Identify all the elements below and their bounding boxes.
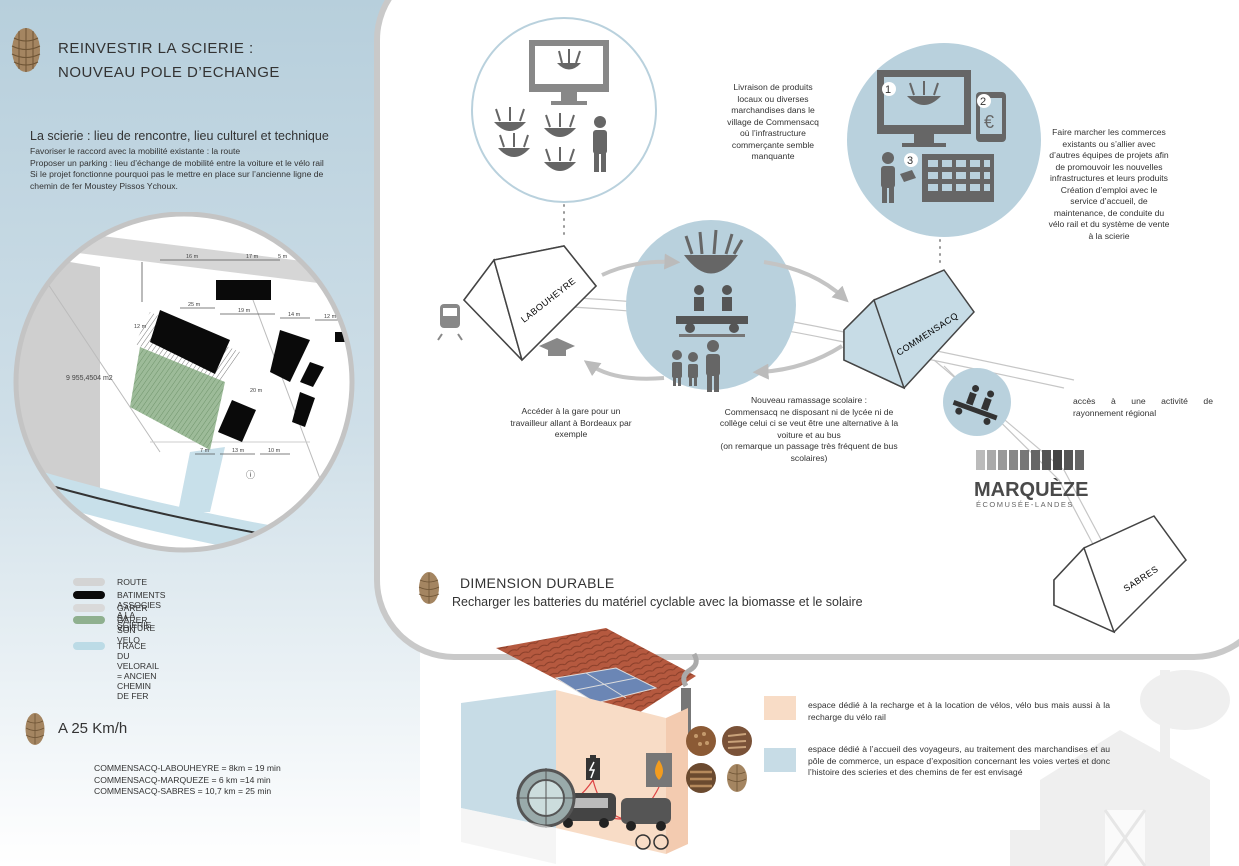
intro-heading: La scierie : lieu de rencontre, lieu cul… (30, 129, 329, 143)
legend-swatch-car (73, 604, 105, 612)
plan-dim: 16 m (186, 254, 199, 260)
speed-title: A 25 Km/h (58, 720, 128, 737)
graduation-cap-icon (539, 338, 575, 356)
durable-subtitle: Recharger les batteries du matériel cycl… (452, 595, 863, 609)
legend-label: GARER SA VOITURE (117, 603, 156, 633)
legend-swatch-track (73, 642, 105, 650)
building-illustration (461, 628, 699, 864)
school-children-icon (672, 340, 720, 392)
intro-line: Favoriser le raccord avec la mobilité ex… (30, 146, 241, 156)
commerce-text: Faire marcher les commerces existants ou… (1048, 127, 1170, 241)
plan-dim: 14 m (288, 312, 301, 318)
intro-line: chemin de fer Moustey Pissos Ychoux. (30, 180, 178, 191)
network-diagram: € 1 2 3 (437, 17, 1187, 634)
durable-legend-accueil: espace dédié à l’accueil des voyageurs, … (808, 744, 1110, 777)
person-icon (881, 152, 916, 203)
header-title-line1: REINVESTIR LA SCIERIE : (58, 40, 254, 57)
barn-silhouette-icon (1010, 670, 1230, 866)
plan-dim: 5 m (278, 254, 288, 260)
legend-label: ROUTE (117, 577, 148, 587)
speed-lines: COMMENSACQ-LABOUHEYRE = 8km = 19 min COM… (94, 763, 281, 798)
marqueze-logo: MARQUÈZE ÉCOMUSÉE-LANDES (974, 450, 1088, 509)
regional-text: accès à une activité de rayonnement régi… (1073, 396, 1213, 418)
velorail-icon (676, 285, 748, 337)
intro-text: Favoriser le raccord avec la mobilité ex… (30, 146, 360, 192)
svg-text:2: 2 (980, 96, 986, 108)
svg-text:3: 3 (907, 155, 913, 167)
marqueze-subtitle: ÉCOMUSÉE-LANDES (976, 500, 1074, 509)
plan-dim: 13 m (232, 448, 245, 454)
pinecone-icon (11, 28, 41, 72)
train-icon (437, 304, 463, 341)
speed-line: COMMENSACQ-MARQUEZE = 6 km =14 min (94, 774, 271, 785)
site-plan: 9 955,4504 m2 16 m 17 m 5 m 25 m 19 m 14… (13, 212, 355, 553)
pinecone-icon (25, 713, 45, 745)
plan-dim: 20 m (250, 388, 263, 394)
intro-line: Proposer un parking : lieu d’échange de … (30, 157, 324, 168)
plan-dim: 19 m (238, 308, 251, 314)
biomass-icons (686, 726, 752, 793)
speed-line: COMMENSACQ-SABRES = 10,7 km = 25 min (94, 786, 272, 796)
legend-label: TRACE DU VELORAIL = ANCIEN CHEMIN DE FER (117, 641, 159, 701)
house-sabres: SABRES (1053, 515, 1187, 634)
velorail-icon (952, 385, 998, 425)
plan-dim: 25 m (188, 302, 201, 308)
monitor-icon (529, 40, 609, 105)
plan-dim: 12 m (324, 314, 337, 320)
house-commensacq: COMMENSACQ (843, 269, 975, 390)
speed-line: COMMENSACQ-LABOUHEYRE = 8km = 19 min (94, 763, 281, 773)
fire-icon (646, 753, 672, 787)
battery-icon (586, 755, 600, 780)
pinecone-icon (418, 572, 440, 604)
station-text: Accéder à la gare pour un travailleur al… (510, 406, 632, 439)
plan-area-label: 9 955,4504 m2 (66, 375, 113, 382)
produce-basket-icon (684, 229, 744, 274)
flow-arrows (583, 253, 849, 381)
plan-dim: 17 m (246, 254, 259, 260)
velorail-circle (943, 368, 1011, 436)
legend-swatch-recharge (764, 696, 796, 720)
house-labouheyre: LABOUHEYRE (463, 245, 598, 362)
rail-wheel-icon (516, 768, 576, 828)
legend-swatch-route (73, 578, 105, 586)
header-title-line2: NOUVEAU POLE D’ECHANGE (58, 64, 280, 81)
legend-swatch-buildings (73, 591, 105, 599)
plan-dim: 12 m (134, 324, 147, 330)
legend-swatch-bike (73, 616, 105, 624)
monitor-icon (877, 70, 971, 147)
cash-register-icon (922, 154, 994, 202)
school-text: Nouveau ramassage scolaire : Commensacq … (719, 395, 899, 463)
basket-icons (494, 107, 576, 171)
durable-legend-recharge: espace dédié à la recharge et à la locat… (808, 700, 1110, 722)
svg-text:1: 1 (885, 84, 891, 96)
legend-swatch-accueil (764, 748, 796, 772)
euro-icon: € (984, 112, 994, 132)
north-icon: ⓘ (246, 470, 255, 480)
person-icon (593, 116, 607, 172)
plan-dim: 10 m (268, 448, 281, 454)
legend-label: BATIMENTS ASSOCIES A LA SCIERIE (117, 590, 166, 630)
delivery-text: Livraison de produits locaux ou diverses… (727, 82, 819, 161)
durable-title: DIMENSION DURABLE (460, 575, 615, 591)
marqueze-title: MARQUÈZE (974, 478, 1088, 501)
legend-label: GARER SON VELO (117, 615, 148, 645)
plan-dim: 7 m (200, 448, 210, 454)
step-marker: 1 2 3 (882, 82, 991, 167)
intro-line: Si le projet fonctionne pourquoi pas le … (30, 169, 324, 179)
